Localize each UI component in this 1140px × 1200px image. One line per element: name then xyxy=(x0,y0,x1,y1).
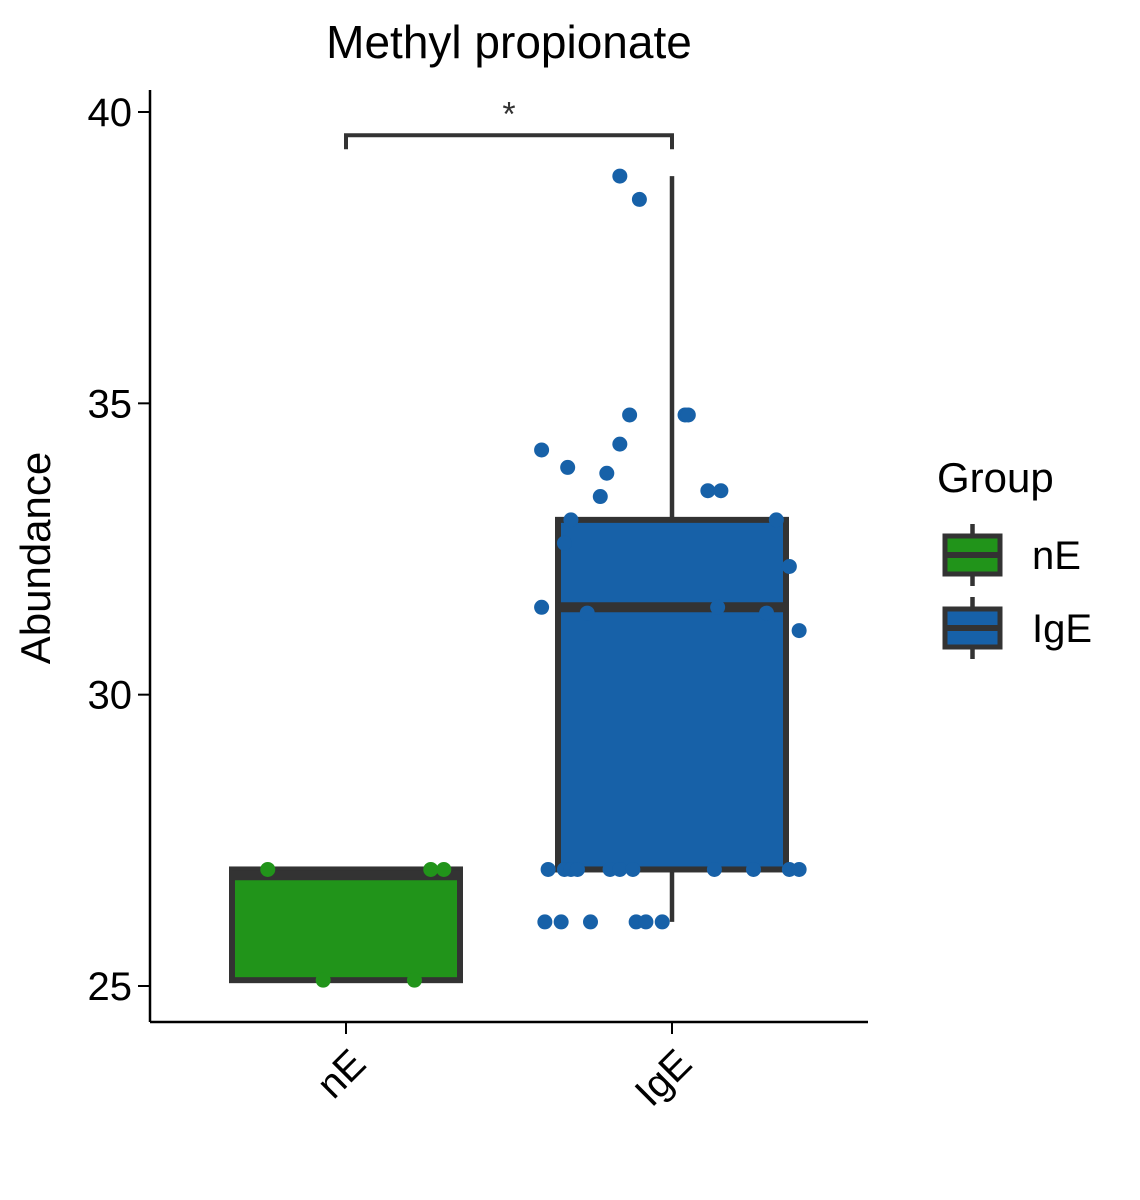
data-point xyxy=(759,605,775,621)
data-point xyxy=(553,914,569,930)
significance-label: * xyxy=(502,95,515,133)
data-point xyxy=(680,407,696,423)
data-point xyxy=(592,489,608,505)
data-point xyxy=(540,861,556,877)
legend-item-IgE: IgE xyxy=(942,597,1092,659)
data-point xyxy=(315,972,331,988)
data-point xyxy=(713,483,729,499)
x-tick-label: IgE xyxy=(627,1041,701,1115)
data-point xyxy=(791,861,807,877)
data-point xyxy=(638,914,654,930)
legend: Group nE IgE xyxy=(937,454,1092,659)
data-point xyxy=(706,861,722,877)
data-point xyxy=(612,436,628,452)
data-point xyxy=(631,191,647,207)
data-point xyxy=(654,914,670,930)
data-point xyxy=(563,512,579,528)
data-point xyxy=(710,599,726,615)
legend-label: IgE xyxy=(1032,607,1092,651)
y-tick-label: 35 xyxy=(88,382,133,426)
data-point xyxy=(746,861,761,877)
data-point xyxy=(556,535,572,551)
y-tick-label: 25 xyxy=(88,965,133,1009)
data-point xyxy=(260,861,276,877)
data-point xyxy=(436,861,452,877)
box-IgE xyxy=(555,516,789,873)
box-nE xyxy=(229,866,463,984)
data-point xyxy=(569,861,585,877)
data-point xyxy=(406,972,422,988)
data-point xyxy=(768,512,784,528)
data-point xyxy=(612,168,628,184)
data-point xyxy=(579,605,595,621)
data-point xyxy=(700,483,716,499)
data-point xyxy=(625,861,641,877)
y-axis-title: Abundance xyxy=(12,452,59,665)
data-point xyxy=(612,861,628,877)
legend-item-nE: nE xyxy=(942,524,1081,586)
x-tick-label: nE xyxy=(309,1041,375,1107)
data-point xyxy=(537,914,553,930)
legend-title: Group xyxy=(937,454,1054,501)
data-point xyxy=(534,599,550,615)
plot-area: 25 30 35 40 nE IgE * xyxy=(88,90,868,1115)
data-point xyxy=(622,407,638,423)
y-tick-label: 30 xyxy=(88,674,133,718)
data-point xyxy=(560,459,576,475)
data-point xyxy=(423,861,439,877)
data-point xyxy=(583,914,598,930)
y-tick-label: 40 xyxy=(88,91,133,135)
data-point xyxy=(599,465,615,481)
data-point xyxy=(781,558,797,574)
chart-title: Methyl propionate xyxy=(326,16,692,68)
data-point xyxy=(534,442,550,458)
significance-bracket xyxy=(344,133,674,150)
data-point xyxy=(791,623,807,639)
legend-label: nE xyxy=(1032,534,1081,578)
